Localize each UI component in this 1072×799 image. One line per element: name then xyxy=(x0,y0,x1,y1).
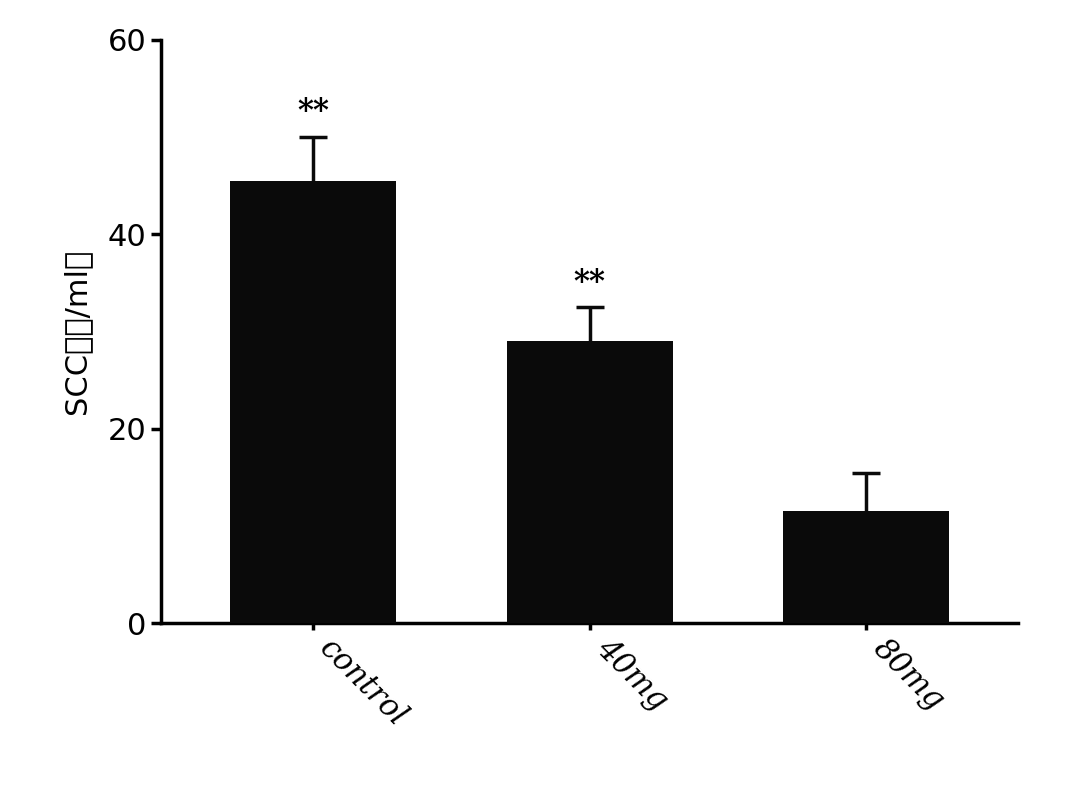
Bar xyxy=(230,181,396,623)
Text: **: ** xyxy=(297,97,329,127)
Bar xyxy=(507,341,672,623)
Bar xyxy=(784,511,949,623)
Y-axis label: SCC（万/ml）: SCC（万/ml） xyxy=(62,249,91,414)
Text: **: ** xyxy=(574,267,606,297)
